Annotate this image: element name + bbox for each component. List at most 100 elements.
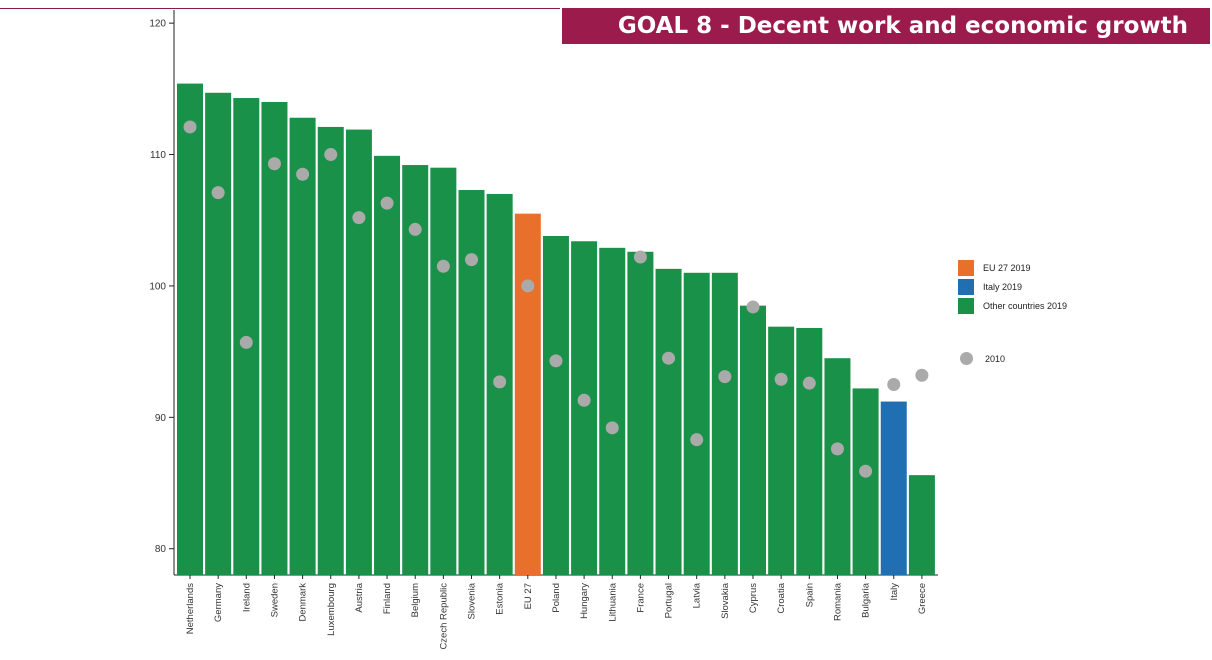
x-tick-label: Belgium (410, 583, 421, 617)
x-tick-label: Slovenia (467, 582, 478, 619)
dot-2010-germany (211, 186, 225, 200)
bar-hungary (571, 241, 598, 576)
dot-2010-latvia (690, 433, 704, 447)
bar-czech-republic (430, 167, 457, 575)
x-tick-label: Spain (804, 583, 815, 607)
dot-2010-greece (915, 368, 929, 382)
x-tick-label: Czech Republic (438, 583, 449, 650)
bar-croatia (768, 326, 795, 575)
dot-2010-austria (352, 211, 366, 225)
bar-germany (205, 92, 232, 576)
x-tick-label: Slovakia (720, 582, 731, 619)
bar-spain (796, 327, 823, 575)
y-tick-label: 90 (155, 413, 167, 424)
bar-france (627, 251, 654, 575)
bar-lithuania (599, 247, 626, 576)
dot-2010-spain (802, 376, 816, 390)
bar-greece (908, 475, 935, 575)
dot-2010-belgium (408, 222, 422, 236)
dot-2010-poland (549, 354, 563, 368)
legend-dot-2010 (960, 352, 973, 365)
y-tick-label: 100 (149, 281, 166, 292)
x-tick-label: Ireland (241, 583, 252, 612)
x-tick-label: Netherlands (185, 583, 196, 634)
dot-2010-finland (380, 196, 394, 210)
category-labels: Netherlands Germany Ireland Sweden Denmark Lu… (185, 575, 928, 650)
header-rule (0, 8, 560, 9)
bar-luxembourg (317, 126, 344, 575)
x-tick-label: Sweden (269, 583, 280, 617)
dot-2010-estonia (493, 375, 507, 389)
legend-item-italy: Italy 2019 (958, 277, 1208, 296)
bar-netherlands (177, 83, 203, 576)
x-tick-label: Portugal (664, 583, 675, 618)
legend-label-other: Other countries 2019 (983, 300, 1068, 311)
x-tick-label: Hungary (579, 583, 590, 619)
dot-2010-portugal (662, 351, 676, 365)
y-tick-label: 120 (149, 19, 166, 30)
x-tick-label: Cyprus (748, 583, 759, 613)
x-tick-label: Austria (354, 582, 365, 612)
legend-label-italy: Italy 2019 (983, 281, 1023, 292)
bar-portugal (655, 268, 682, 575)
bar-bulgaria (852, 388, 879, 575)
x-tick-label: Romania (832, 582, 843, 621)
bar-slovakia (711, 272, 738, 575)
x-tick-label: Italy (889, 583, 900, 601)
dot-2010-hungary (577, 393, 591, 407)
x-tick-label: Luxembourg (326, 583, 337, 636)
legend-swatch-eu (958, 259, 974, 276)
dot-2010-denmark (296, 167, 310, 181)
dot-2010-france (633, 250, 647, 264)
dots-2010 (183, 120, 929, 478)
x-tick-label: Lithuania (607, 582, 618, 621)
dot-2010-italy (887, 377, 901, 391)
bar-austria (345, 129, 372, 575)
x-tick-label: Denmark (298, 583, 309, 622)
bar-sweden (261, 101, 288, 575)
x-tick-label: Poland (551, 583, 562, 613)
y-tick-label: 110 (150, 150, 166, 161)
bar-italy (880, 401, 907, 575)
dot-2010-ireland (239, 335, 253, 349)
legend-swatch-italy (958, 278, 974, 295)
bar-cyprus (740, 305, 766, 575)
dot-2010-romania (830, 442, 844, 456)
dot-2010-croatia (774, 372, 788, 386)
dot-2010-bulgaria (859, 464, 873, 478)
legend-item-eu: EU 27 2019 (958, 258, 1208, 277)
legend-item-2010: 2010 (958, 349, 1208, 368)
bar-slovenia (458, 190, 485, 575)
legend-label-eu: EU 27 2019 (983, 262, 1031, 273)
bar-denmark (289, 117, 316, 575)
dot-2010-sweden (267, 157, 281, 171)
x-tick-label: Croatia (776, 582, 787, 613)
dot-2010-cyprus (746, 300, 760, 314)
dot-2010-luxembourg (324, 148, 338, 162)
y-axis: 80 90 100 110 120 (149, 10, 175, 575)
bar-romania (824, 358, 851, 575)
x-tick-label: Greece (917, 583, 928, 614)
bar-latvia (683, 272, 710, 575)
dot-2010-slovakia (718, 370, 732, 384)
x-tick-label: France (635, 583, 646, 613)
dot-2010-slovenia (465, 253, 478, 267)
legend-label-2010: 2010 (985, 353, 1006, 364)
bar-eu-27 (514, 213, 541, 576)
dot-2010-netherlands (183, 120, 197, 134)
x-tick-label: Latvia (692, 582, 703, 608)
y-tick-label: 80 (155, 544, 167, 555)
x-tick-label: EU 27 (523, 583, 534, 609)
dot-2010-eu-27 (521, 279, 535, 293)
legend-swatch-other (958, 297, 974, 314)
bar-poland (542, 236, 569, 575)
x-tick-label: Estonia (495, 582, 506, 614)
legend: EU 27 2019 Italy 2019 Other countries 20… (958, 258, 1208, 368)
x-tick-label: Finland (382, 583, 393, 614)
x-tick-label: Bulgaria (861, 582, 872, 618)
x-tick-label: Germany (213, 583, 224, 622)
goal-banner: GOAL 8 - Decent work and economic growth (562, 8, 1210, 44)
dot-2010-czech-republic (436, 259, 450, 273)
bars-2019 (177, 83, 935, 576)
